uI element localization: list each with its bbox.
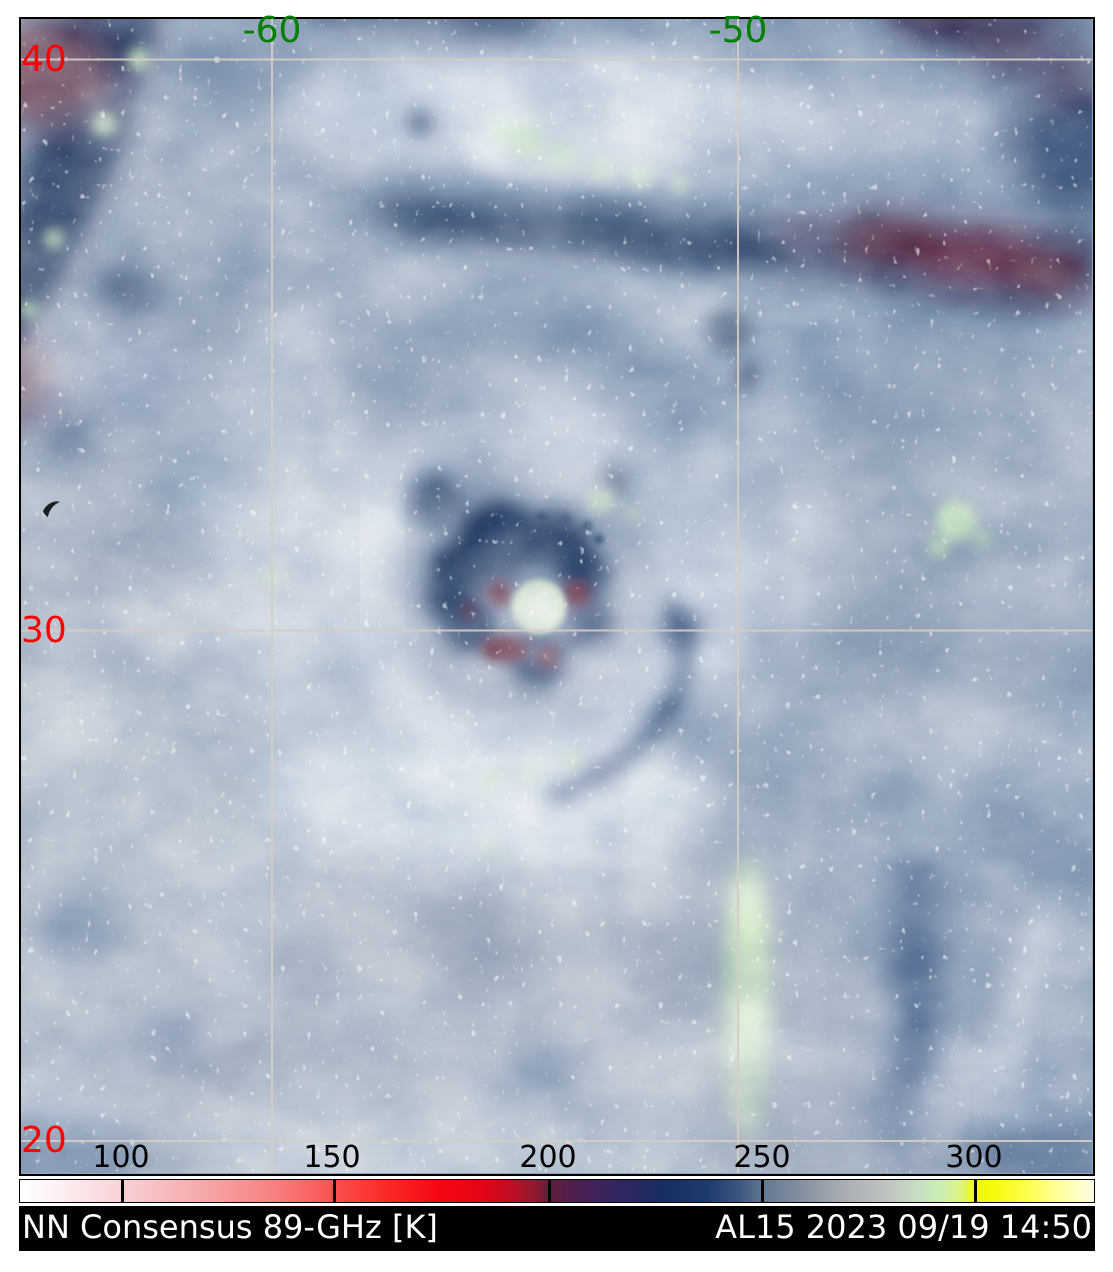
colorbar-label-300: 300 [945,1140,1003,1175]
colorbar-label-150: 150 [303,1140,361,1175]
lat-label-40: 40 [21,39,67,80]
lat-label-20: 20 [21,1120,67,1161]
small-dark-mark [43,501,60,517]
footer-bar: NN Consensus 89-GHz [K] AL15 2023 09/19 … [19,1206,1095,1251]
colorbar-tick [973,1180,977,1202]
colorbar-tick [120,1180,124,1202]
colorbar-tick [548,1180,552,1202]
colorbar-tick [761,1180,765,1202]
colorbar-tick [332,1180,336,1202]
storm-time-label: AL15 2023 09/19 14:50 [715,1208,1092,1246]
colorbar-label-200: 200 [519,1140,577,1175]
colorbar-label-100: 100 [92,1140,150,1175]
gridlines [21,19,1092,1173]
lat-label-30: 30 [21,610,67,651]
colorbar-gradient [19,1179,1095,1203]
product-label: NN Consensus 89-GHz [K] [22,1208,438,1246]
satellite-image [21,19,1092,1173]
lon-label-neg60: -60 [242,10,302,51]
speckle-texture [21,19,1092,1173]
colorbar-label-250: 250 [733,1140,791,1175]
lon-label-neg50: -50 [708,10,768,51]
map-panel [19,17,1095,1176]
